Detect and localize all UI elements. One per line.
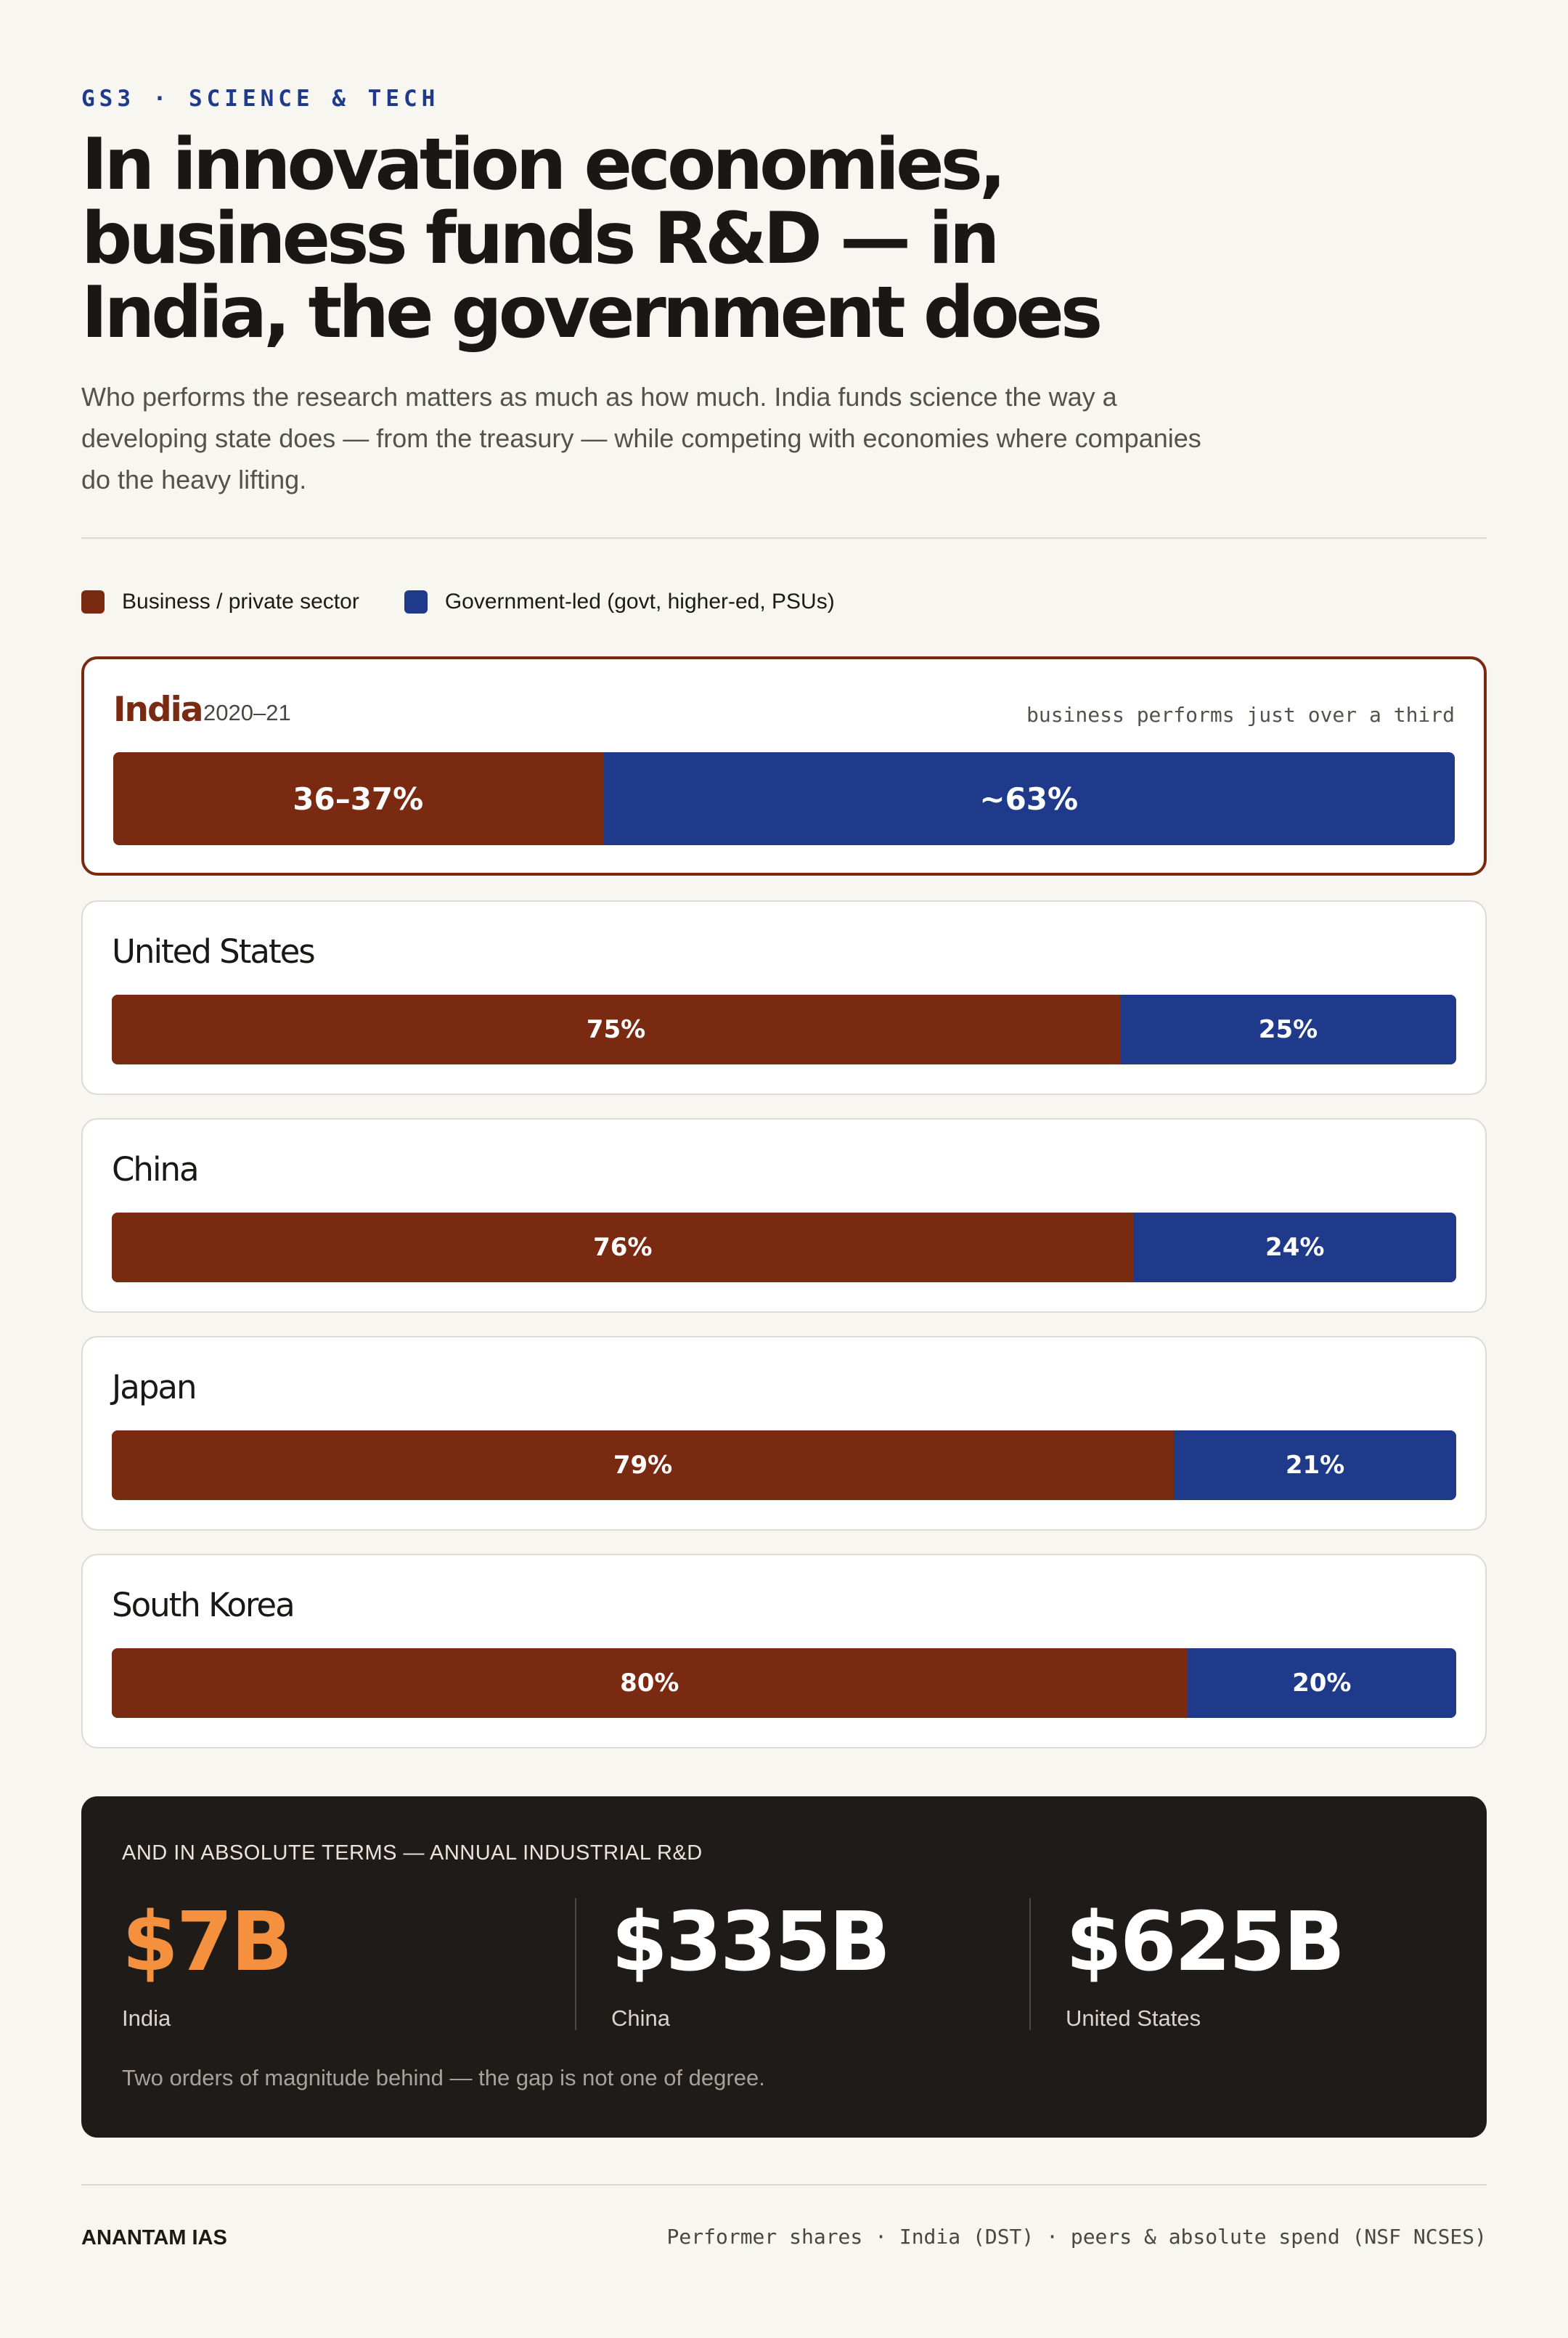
- legend-item-government: Government-led (govt, higher-ed, PSUs): [404, 590, 835, 614]
- stat-united-states: $625B United States: [1066, 1895, 1345, 2032]
- stat-india: $7B India: [122, 1895, 293, 2032]
- bar-segment-business: 76%: [112, 1213, 1134, 1282]
- bar-segment-government: 25%: [1120, 995, 1456, 1064]
- bar-segment-government: 24%: [1133, 1213, 1456, 1282]
- bar-segment-business: 79%: [112, 1430, 1175, 1500]
- bar-segment-government: ~63%: [603, 752, 1455, 845]
- country-card-china: China 76% 24%: [81, 1118, 1487, 1313]
- country-name: United States: [112, 932, 316, 971]
- footer-source: Performer shares · India (DST) · peers &…: [666, 2225, 1487, 2249]
- bar-segment-business: 36–37%: [113, 752, 603, 845]
- panel-note: Two orders of magnitude behind — the gap…: [122, 2065, 765, 2090]
- bar-segment-business: 75%: [112, 995, 1120, 1064]
- bar-segment-business: 80%: [112, 1648, 1188, 1718]
- legend-label-business: Business / private sector: [122, 590, 359, 614]
- divider: [81, 2184, 1487, 2186]
- stacked-bar: 76% 24%: [112, 1213, 1456, 1282]
- stat-divider: [575, 1898, 576, 2030]
- country-name: India: [113, 690, 203, 730]
- stacked-bar: 80% 20%: [112, 1648, 1456, 1718]
- country-card-south-korea: South Korea 80% 20%: [81, 1554, 1487, 1748]
- country-year: 2020–21: [203, 700, 291, 725]
- legend-swatch-government: [404, 590, 428, 614]
- stat-value: $625B: [1066, 1895, 1345, 1989]
- legend-label-government: Government-led (govt, higher-ed, PSUs): [444, 590, 835, 614]
- panel-label: AND IN ABSOLUTE TERMS — ANNUAL INDUSTRIA…: [122, 1841, 703, 1865]
- footer-brand: ANANTAM IAS: [81, 2226, 227, 2249]
- legend-swatch-business: [81, 590, 105, 614]
- stacked-bar: 75% 25%: [112, 995, 1456, 1064]
- legend: Business / private sector Government-led…: [81, 590, 880, 614]
- stat-value: $7B: [122, 1895, 293, 1989]
- country-card-japan: Japan 79% 21%: [81, 1336, 1487, 1531]
- absolute-spend-panel: AND IN ABSOLUTE TERMS — ANNUAL INDUSTRIA…: [81, 1796, 1487, 2138]
- page-title: In innovation economies, business funds …: [81, 123, 1103, 354]
- kicker: GS3 · SCIENCE & TECH: [81, 86, 440, 112]
- stat-china: $335B China: [611, 1895, 891, 2032]
- country-card-india: India 2020–21 business performs just ove…: [81, 656, 1487, 876]
- country-name: Japan: [112, 1368, 197, 1406]
- stat-value: $335B: [611, 1895, 891, 1989]
- country-name: China: [112, 1150, 200, 1189]
- subtitle: Who performs the research matters as muc…: [81, 382, 1201, 494]
- bar-segment-government: 20%: [1187, 1648, 1456, 1718]
- stacked-bar: 36–37% ~63%: [113, 752, 1455, 845]
- stacked-bar: 79% 21%: [112, 1430, 1456, 1500]
- stat-divider: [1029, 1898, 1031, 2030]
- country-card-united-states: United States 75% 25%: [81, 900, 1487, 1095]
- divider: [81, 537, 1487, 539]
- country-note: business performs just over a third: [1026, 703, 1455, 727]
- stat-label: China: [611, 2005, 670, 2031]
- stat-label: United States: [1066, 2005, 1201, 2031]
- stat-label: India: [122, 2005, 171, 2031]
- country-name: South Korea: [112, 1586, 295, 1624]
- bar-segment-government: 21%: [1174, 1430, 1456, 1500]
- legend-item-business: Business / private sector: [81, 590, 359, 614]
